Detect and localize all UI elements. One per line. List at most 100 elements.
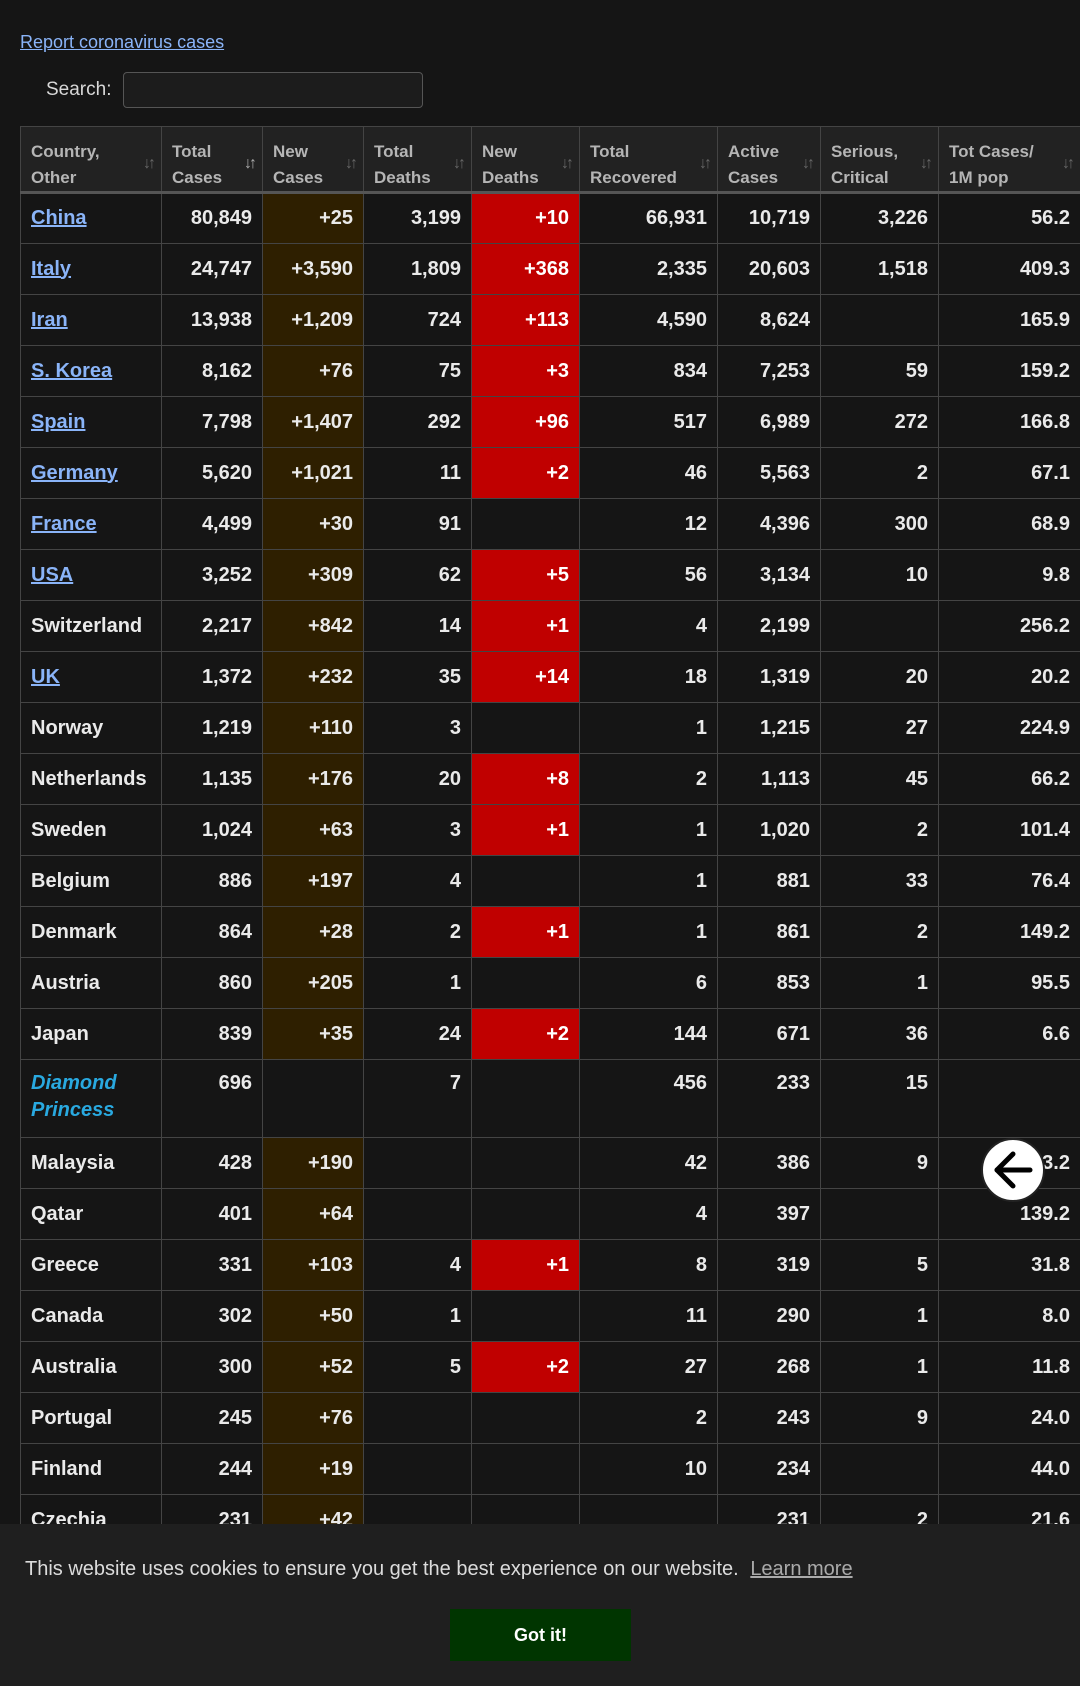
cell-active-cases: 1,319	[717, 651, 821, 703]
sort-icon[interactable]: ↓↑	[453, 155, 466, 172]
cell-total-cases: 80,849	[161, 192, 263, 244]
cell-total-recovered: 6	[579, 957, 718, 1009]
cell-active-cases: 3,134	[717, 549, 821, 601]
search-label: Search:	[46, 79, 112, 100]
cell-new-deaths	[471, 1443, 580, 1495]
cell-tot-cases-1m: 66.2	[938, 753, 1080, 805]
cell-new-cases: +64	[262, 1188, 364, 1240]
header-total-cases[interactable]: Total Cases ↓↑	[161, 126, 263, 194]
country-link[interactable]: China	[31, 207, 87, 229]
cases-table-wrapper: Country, Other ↓↑ Total Cases ↓↑ New Cases ↓↑ Tot…	[20, 126, 1080, 1546]
cell-new-deaths: +1	[471, 1239, 580, 1291]
country-link[interactable]: France	[31, 512, 97, 535]
cell-country: Germany	[20, 447, 162, 499]
cell-new-deaths: +2	[471, 1341, 580, 1393]
country-link[interactable]: Italy	[31, 257, 72, 280]
header-label: New	[273, 142, 308, 161]
cell-country: Malaysia	[20, 1137, 162, 1189]
sort-icon[interactable]: ↓↑	[1062, 155, 1075, 172]
header-tot-cases-1m[interactable]: Tot Cases/1M pop ↓↑	[938, 126, 1080, 194]
sort-icon[interactable]: ↓↑	[345, 155, 358, 172]
table-row: Italy 24,747 +3,590 1,809 +368 2,335 20,603 1,5…	[20, 243, 1080, 295]
header-label: Total	[172, 142, 212, 161]
cell-total-recovered: 4	[579, 600, 718, 652]
country-link[interactable]: S. Korea	[31, 359, 113, 382]
cell-total-deaths	[363, 1443, 472, 1495]
header-total-recovered[interactable]: Total Recovered ↓↑	[579, 126, 718, 194]
header-label: Critical	[831, 168, 889, 187]
cell-tot-cases-1m: 224.9	[938, 702, 1080, 754]
cell-new-deaths: +96	[471, 396, 580, 448]
cell-active-cases: 234	[717, 1443, 821, 1495]
sort-icon[interactable]: ↓↑	[244, 155, 257, 172]
country-name: Norway	[31, 716, 104, 739]
country-name: Greece	[31, 1253, 99, 1276]
country-link[interactable]: UK	[31, 665, 60, 688]
country-link[interactable]: Iran	[31, 308, 68, 331]
country-link[interactable]: Germany	[31, 461, 118, 484]
sort-icon[interactable]: ↓↑	[699, 155, 712, 172]
cell-new-cases: +3,590	[262, 243, 364, 295]
cell-total-cases: 1,219	[161, 702, 263, 754]
country-name: Netherlands	[31, 767, 147, 790]
cell-total-recovered: 2	[579, 753, 718, 805]
table-row: Qatar 401 +64 4 397 139.2	[20, 1188, 1080, 1240]
cell-active-cases: 8,624	[717, 294, 821, 346]
cell-tot-cases-1m: 68.9	[938, 498, 1080, 550]
back-button[interactable]	[981, 1138, 1045, 1202]
header-label: Cases	[273, 168, 324, 187]
header-new-deaths[interactable]: New Deaths ↓↑	[471, 126, 580, 194]
cell-new-deaths: +1	[471, 804, 580, 856]
cell-new-cases: +842	[262, 600, 364, 652]
cell-new-cases: +190	[262, 1137, 364, 1189]
cell-total-cases: 2,217	[161, 600, 263, 652]
cell-total-recovered: 11	[579, 1290, 718, 1342]
cell-active-cases: 397	[717, 1188, 821, 1240]
header-active-cases[interactable]: Active Cases ↓↑	[717, 126, 821, 194]
cell-total-deaths: 14	[363, 600, 472, 652]
cell-new-cases: +63	[262, 804, 364, 856]
country-link[interactable]: USA	[31, 563, 74, 586]
got-it-button[interactable]: Got it!	[450, 1609, 631, 1661]
cell-new-deaths	[471, 1188, 580, 1240]
sort-icon[interactable]: ↓↑	[143, 155, 156, 172]
learn-more-link[interactable]: Learn more	[750, 1558, 853, 1580]
arrow-left-icon	[994, 1151, 1033, 1189]
country-name: Japan	[31, 1022, 89, 1045]
cell-total-recovered: 2,335	[579, 243, 718, 295]
header-new-cases[interactable]: New Cases ↓↑	[262, 126, 364, 194]
search-input[interactable]	[123, 72, 424, 108]
table-row: Austria 860 +205 1 6 853 1 95.5	[20, 957, 1080, 1009]
cell-total-deaths: 35	[363, 651, 472, 703]
cell-total-deaths: 62	[363, 549, 472, 601]
cell-active-cases: 386	[717, 1137, 821, 1189]
cell-tot-cases-1m: 31.8	[938, 1239, 1080, 1291]
cell-new-deaths: +10	[471, 192, 580, 244]
cell-active-cases: 1,020	[717, 804, 821, 856]
table-row: Spain 7,798 +1,407 292 +96 517 6,989 272 166.8	[20, 396, 1080, 448]
cell-tot-cases-1m: 44.0	[938, 1443, 1080, 1495]
cell-country: Qatar	[20, 1188, 162, 1240]
cell-total-cases: 245	[161, 1392, 263, 1444]
sort-icon[interactable]: ↓↑	[561, 155, 574, 172]
header-total-deaths[interactable]: Total Deaths ↓↑	[363, 126, 472, 194]
cell-country: Greece	[20, 1239, 162, 1291]
table-header-row: Country, Other ↓↑ Total Cases ↓↑ New Cases ↓↑ Tot…	[20, 126, 1080, 194]
cell-total-recovered: 10	[579, 1443, 718, 1495]
cell-tot-cases-1m: 24.0	[938, 1392, 1080, 1444]
cell-new-cases: +197	[262, 855, 364, 907]
country-link[interactable]: Spain	[31, 410, 86, 433]
sort-icon[interactable]: ↓↑	[802, 155, 815, 172]
cell-total-deaths: 3	[363, 702, 472, 754]
header-serious-critical[interactable]: Serious, Critical ↓↑	[820, 126, 939, 194]
sort-icon[interactable]: ↓↑	[920, 155, 933, 172]
cell-new-deaths	[471, 1290, 580, 1342]
cell-total-deaths: 292	[363, 396, 472, 448]
cell-total-recovered: 456	[579, 1059, 718, 1138]
cell-new-cases: +1,407	[262, 396, 364, 448]
cell-new-deaths: +368	[471, 243, 580, 295]
cell-new-deaths	[471, 855, 580, 907]
cell-new-deaths	[471, 957, 580, 1009]
report-cases-link[interactable]: Report coronavirus cases	[20, 32, 225, 52]
header-country[interactable]: Country, Other ↓↑	[20, 126, 162, 194]
